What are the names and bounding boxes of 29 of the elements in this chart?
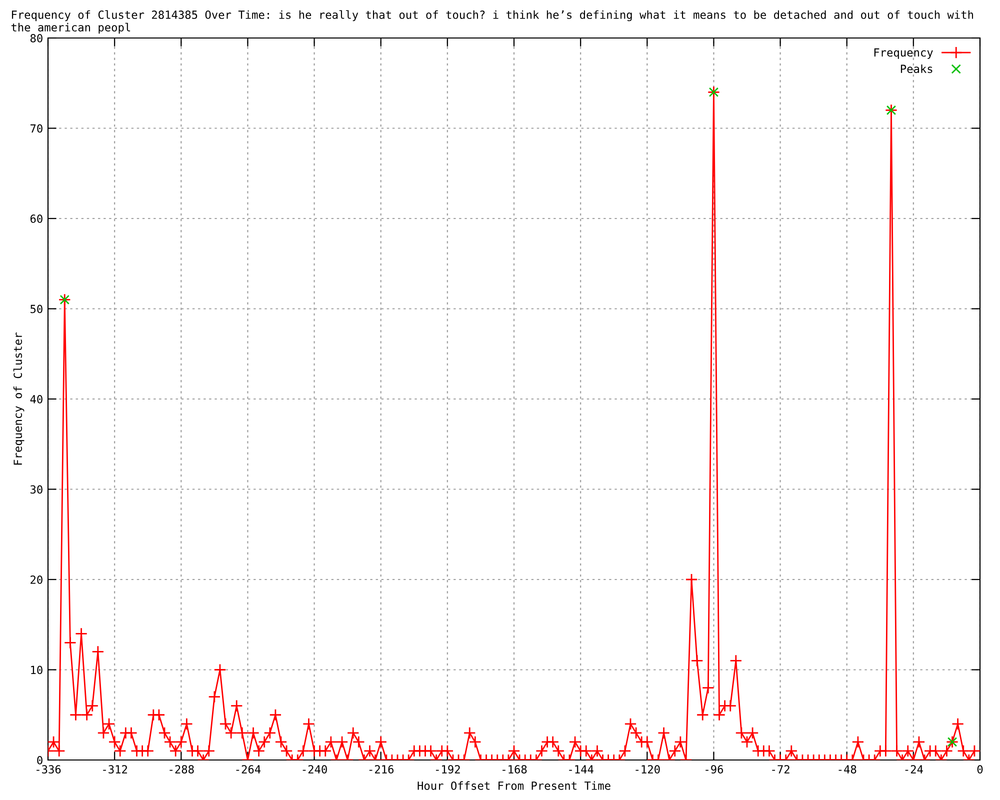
y-tick-label: 70 <box>30 124 42 133</box>
y-tick-label: 20 <box>30 576 42 584</box>
y-tick-label: 50 <box>30 304 42 314</box>
y-tick-label: 0 <box>37 756 42 764</box>
legend-label: Frequency <box>874 48 933 59</box>
x-tick-label: -192 <box>436 765 460 774</box>
chart-title: Frequency of Cluster 2814385 Over Time: is he really that out of touch? i think he’s defining what it means to be detached and out of touch with the american peopl <box>11 10 974 34</box>
x-tick-label: -288 <box>170 765 194 774</box>
legend-label: Peaks <box>900 64 932 74</box>
x-tick-label: -336 <box>36 765 61 774</box>
x-tick-label: -216 <box>369 765 394 774</box>
x-tick-label: -264 <box>236 765 261 774</box>
x-tick-label: -96 <box>706 765 724 774</box>
x-tick-label: 0 <box>977 765 983 774</box>
y-tick-label: 10 <box>31 666 42 674</box>
x-tick-label: -312 <box>103 765 128 774</box>
x-axis-title: Hour Offset From Present Time <box>418 781 610 790</box>
y-tick-label: 80 <box>30 34 42 42</box>
x-tick-label: -144 <box>569 765 594 774</box>
x-tick-label: -72 <box>772 765 790 774</box>
y-tick-label: 40 <box>30 395 42 404</box>
x-tick-label: -24 <box>905 765 923 774</box>
x-tick-label: -120 <box>636 765 660 774</box>
x-tick-label: -240 <box>302 765 327 774</box>
x-tick-label: -48 <box>838 765 856 774</box>
y-axis-title: Frequency of Cluster <box>13 332 24 465</box>
y-tick-label: 30 <box>30 485 42 494</box>
x-tick-label: -168 <box>502 765 527 774</box>
y-tick-label: 60 <box>30 214 42 223</box>
